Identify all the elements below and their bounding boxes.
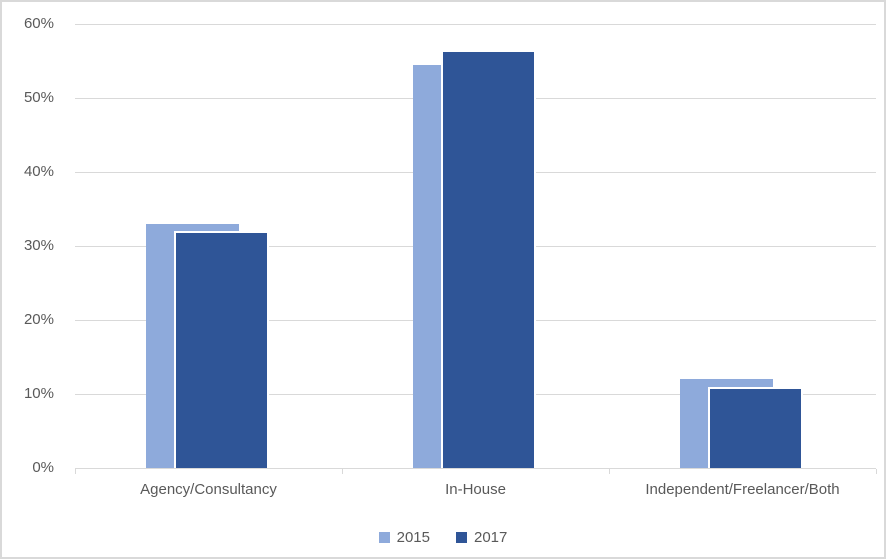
legend-entry-2015: 2015 <box>378 528 430 546</box>
x-axis-tick <box>342 469 343 474</box>
legend-label-2015: 2015 <box>396 528 430 546</box>
x-axis-category-label: Agency/Consultancy <box>140 481 277 498</box>
gridline <box>75 24 876 25</box>
legend-swatch-2017 <box>456 531 467 543</box>
x-axis-tick <box>876 469 877 474</box>
y-axis-tick-label: 40% <box>23 163 54 180</box>
legend: 2015 2017 <box>2 526 884 548</box>
bar-2017-agency-consultancy <box>174 231 269 468</box>
bar-2017-independent-freelancer-both <box>708 387 803 468</box>
x-axis-tick <box>609 469 610 474</box>
x-axis-category-label: In-House <box>445 481 506 498</box>
y-axis-tick-label: 0% <box>32 459 54 476</box>
x-axis-category-label: Independent/Freelancer/Both <box>645 481 840 498</box>
x-axis-line <box>75 468 876 469</box>
bar-2017-in-house <box>441 50 536 468</box>
y-axis-tick-label: 60% <box>23 15 54 32</box>
x-axis-tick <box>75 469 76 474</box>
legend-label-2017: 2017 <box>474 528 508 546</box>
legend-entry-2017: 2017 <box>456 529 507 546</box>
legend-swatch-2015 <box>378 531 390 543</box>
y-axis-tick-label: 30% <box>23 237 54 254</box>
y-axis-tick-label: 50% <box>23 89 54 106</box>
y-axis-tick-label: 20% <box>23 311 54 328</box>
y-axis-tick-label: 10% <box>23 385 54 402</box>
